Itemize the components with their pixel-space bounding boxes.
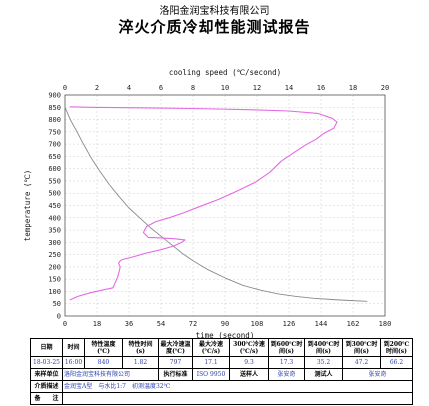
x-tick-label: 36 <box>125 320 133 328</box>
header-cell: 特性温度 (℃) <box>84 338 123 357</box>
header-cell: 最大冷速 (℃/s) <box>192 338 230 357</box>
x-top-tick-label: 10 <box>221 84 229 92</box>
plot-frame <box>64 94 386 317</box>
x-tick-label: 108 <box>251 320 264 328</box>
medium-label: 介质描述 <box>30 380 63 393</box>
remark-value <box>62 392 413 405</box>
x-top-axis-title: cooling speed (℃/second) <box>169 68 281 77</box>
x-tick-label: 144 <box>315 320 328 328</box>
x-tick-label: 90 <box>221 320 229 328</box>
y-tick-label: 0 <box>57 313 61 321</box>
sample-unit-value: 洛阳金润宝科技有限公司 <box>62 368 159 381</box>
y-tick-label: 650 <box>48 153 61 161</box>
x-tick-label: 54 <box>157 320 165 328</box>
y-tick-label: 800 <box>48 116 61 124</box>
value-cell: 840 <box>84 356 123 369</box>
value-cell: 47.2 <box>342 356 381 369</box>
sender-label: 送样人 <box>229 368 269 381</box>
x-tick-label: 162 <box>347 320 360 328</box>
value-cell: 797 <box>158 356 193 369</box>
table-value-row: 18-03-25 16:00 840 1.82 797 17.1 9.3 17.… <box>30 356 413 369</box>
x-top-tick-label: 16 <box>317 84 325 92</box>
x-top-tick-label: 8 <box>191 84 195 92</box>
x-tick-label: 126 <box>283 320 296 328</box>
y-tick-label: 450 <box>48 202 61 210</box>
company-name: 洛阳金润宝科技有限公司 <box>159 6 270 17</box>
x-top-tick-label: 12 <box>253 84 261 92</box>
y-axis-title: temperature (℃) <box>23 170 32 242</box>
standard-label: 执行标准 <box>158 368 193 381</box>
x-top-tick-label: 2 <box>95 84 99 92</box>
remark-label: 备 注 <box>30 392 63 405</box>
standard-value: ISO 9950 <box>192 368 230 381</box>
test-result-table: 日期 时间 特性温度 (℃) 特性时间 (s) 最大冷速温度(℃) 最大冷速 (… <box>30 338 413 405</box>
tester-label: 测试人 <box>304 368 343 381</box>
header-cell: 到300℃时间(s) <box>342 338 381 357</box>
y-tick-label: 500 <box>48 190 61 198</box>
x-tick-label: 18 <box>93 320 101 328</box>
x-top-tick-label: 4 <box>127 84 131 92</box>
table-header-row: 日期 时间 特性温度 (℃) 特性时间 (s) 最大冷速温度(℃) 最大冷速 (… <box>30 338 413 357</box>
table-remark-row: 备 注 <box>30 392 413 405</box>
value-cell: 9.3 <box>229 356 269 369</box>
y-tick-label: 900 <box>48 92 61 100</box>
y-tick-label: 700 <box>48 141 61 149</box>
x-axis-title: time (second) <box>196 331 255 338</box>
x-top-tick-label: 20 <box>381 84 389 92</box>
y-tick-label: 50 <box>53 300 61 308</box>
header-cell: 到200℃时间(s) <box>380 338 413 357</box>
x-tick-label: 72 <box>189 320 197 328</box>
value-cell: 16:00 <box>62 356 85 369</box>
y-tick-label: 550 <box>48 177 61 185</box>
y-tick-label: 100 <box>48 288 61 296</box>
header-cell: 到600℃时间(s) <box>268 338 305 357</box>
y-tick-label: 850 <box>48 104 61 112</box>
value-cell: 17.3 <box>268 356 305 369</box>
table-info-row: 来样单位 洛阳金润宝科技有限公司 执行标准 ISO 9950 送样人 张安奇 测… <box>30 368 413 381</box>
header-cell: 特性时间 (s) <box>122 338 159 357</box>
value-cell: 18-03-25 <box>30 356 63 369</box>
cooling-curve-chart: 0501001502002503003504004505005506006507… <box>23 68 392 338</box>
report-title: 淬火介质冷却性能测试报告 <box>118 18 311 36</box>
value-cell: 1.82 <box>122 356 159 369</box>
y-tick-label: 750 <box>48 128 61 136</box>
medium-value: 金润宝A型 与水比1:7 初测温度32℃ <box>62 380 413 393</box>
x-top-tick-label: 18 <box>349 84 357 92</box>
header-cell: 日期 <box>30 338 63 357</box>
value-cell: 35.2 <box>304 356 343 369</box>
header-cell: 300℃冷速(℃/s) <box>229 338 269 357</box>
value-cell: 17.1 <box>192 356 230 369</box>
sample-unit-label: 来样单位 <box>30 368 63 381</box>
header-cell: 到400℃时间(s) <box>304 338 343 357</box>
y-tick-label: 600 <box>48 165 61 173</box>
y-tick-label: 400 <box>48 214 61 222</box>
header-cell: 时间 <box>62 338 85 357</box>
value-cell: 66.2 <box>380 356 413 369</box>
table-medium-row: 介质描述 金润宝A型 与水比1:7 初测温度32℃ <box>30 380 413 393</box>
header-cell: 最大冷速温度(℃) <box>158 338 193 357</box>
x-tick-label: 180 <box>379 320 392 328</box>
sender-value: 张安奇 <box>268 368 305 381</box>
y-tick-label: 300 <box>48 239 61 247</box>
tester-value: 张安奇 <box>342 368 413 381</box>
y-tick-label: 350 <box>48 227 61 235</box>
x-top-tick-label: 14 <box>285 84 293 92</box>
x-top-tick-label: 6 <box>159 84 163 92</box>
y-tick-label: 200 <box>48 263 61 271</box>
x-tick-label: 0 <box>63 320 67 328</box>
y-tick-label: 150 <box>48 276 61 284</box>
temperature-time-series-line <box>64 107 368 302</box>
cooling-speed-series-line <box>69 106 338 301</box>
x-top-tick-label: 0 <box>63 84 67 92</box>
y-tick-label: 250 <box>48 251 61 259</box>
